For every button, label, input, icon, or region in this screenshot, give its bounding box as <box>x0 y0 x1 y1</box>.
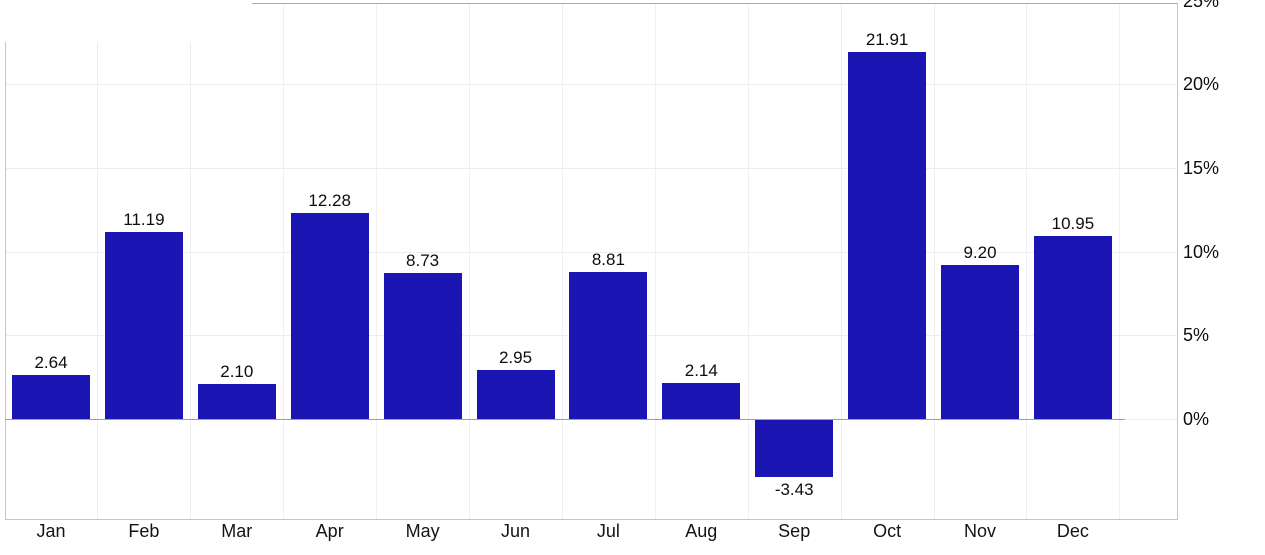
zero-line-gutter <box>1125 419 1177 420</box>
bar-jan <box>12 374 90 419</box>
bar-jul <box>569 271 648 419</box>
bar-value-dec: 10.95 <box>1051 213 1095 233</box>
gridline-v <box>283 3 285 519</box>
bar-value-may: 8.73 <box>406 250 440 270</box>
gridline-v <box>747 3 749 519</box>
gridline-h <box>5 167 1177 169</box>
gridline-v <box>561 3 563 519</box>
gridline-v <box>840 3 842 519</box>
bar-aug <box>662 383 741 419</box>
x-tick-sep: Sep <box>778 521 811 541</box>
y-tick-0: 0% <box>1183 409 1210 429</box>
bar-value-sep: -3.43 <box>774 480 814 500</box>
plot-bottom-border <box>5 519 1178 520</box>
x-tick-feb: Feb <box>128 521 160 541</box>
bar-value-nov: 9.20 <box>963 242 997 262</box>
bar-value-feb: 11.19 <box>123 209 165 229</box>
x-tick-jan: Jan <box>36 521 66 541</box>
bar-value-aug: 2.14 <box>684 361 718 381</box>
plot-left-border <box>5 3 6 519</box>
x-tick-jul: Jul <box>596 521 620 541</box>
x-tick-aug: Aug <box>685 521 718 541</box>
gridline-v <box>469 3 471 519</box>
gridline-v <box>1026 3 1028 519</box>
y-tick-20: 20% <box>1183 74 1220 95</box>
gridline-h <box>5 251 1177 253</box>
plot-right-border <box>1177 3 1178 519</box>
top-left-mask <box>0 0 252 42</box>
x-tick-apr: Apr <box>315 521 344 541</box>
bar-may <box>383 272 462 419</box>
gridline-v <box>376 3 378 519</box>
bar-value-jun: 2.95 <box>498 347 533 367</box>
y-tick-25: 25% <box>1183 0 1220 11</box>
bar-value-jul: 8.81 <box>591 249 625 269</box>
x-tick-jun: Jun <box>500 521 531 541</box>
gridline-v <box>654 3 656 519</box>
y-tick-5: 5% <box>1183 325 1210 346</box>
gridline-v <box>1119 3 1121 519</box>
bar-dec <box>1033 235 1112 419</box>
bar-value-jan: 2.64 <box>34 352 68 372</box>
bar-value-oct: 21.91 <box>865 30 909 50</box>
gridline-h <box>5 84 1177 86</box>
bar-sep <box>755 420 834 478</box>
gridline-v <box>190 3 192 519</box>
plot-top-line <box>5 3 1177 4</box>
bar-jun <box>476 369 555 419</box>
x-tick-mar: Mar <box>221 521 253 541</box>
x-tick-may: May <box>405 521 440 541</box>
bar-nov <box>941 264 1019 419</box>
x-tick-nov: Nov <box>963 521 997 541</box>
gridline-v <box>933 3 935 519</box>
y-tick-10: 10% <box>1183 241 1220 262</box>
zero-line <box>5 419 1126 420</box>
x-tick-dec: Dec <box>1056 521 1089 541</box>
gridline-v <box>97 3 99 519</box>
bar-mar <box>197 383 276 419</box>
bar-feb <box>104 231 183 419</box>
bar-apr <box>290 213 369 419</box>
bar-value-mar: 2.10 <box>220 361 254 381</box>
y-tick-15: 15% <box>1183 157 1220 178</box>
x-tick-oct: Oct <box>873 521 902 541</box>
bar-oct <box>848 52 927 419</box>
bar-value-apr: 12.28 <box>308 191 351 211</box>
